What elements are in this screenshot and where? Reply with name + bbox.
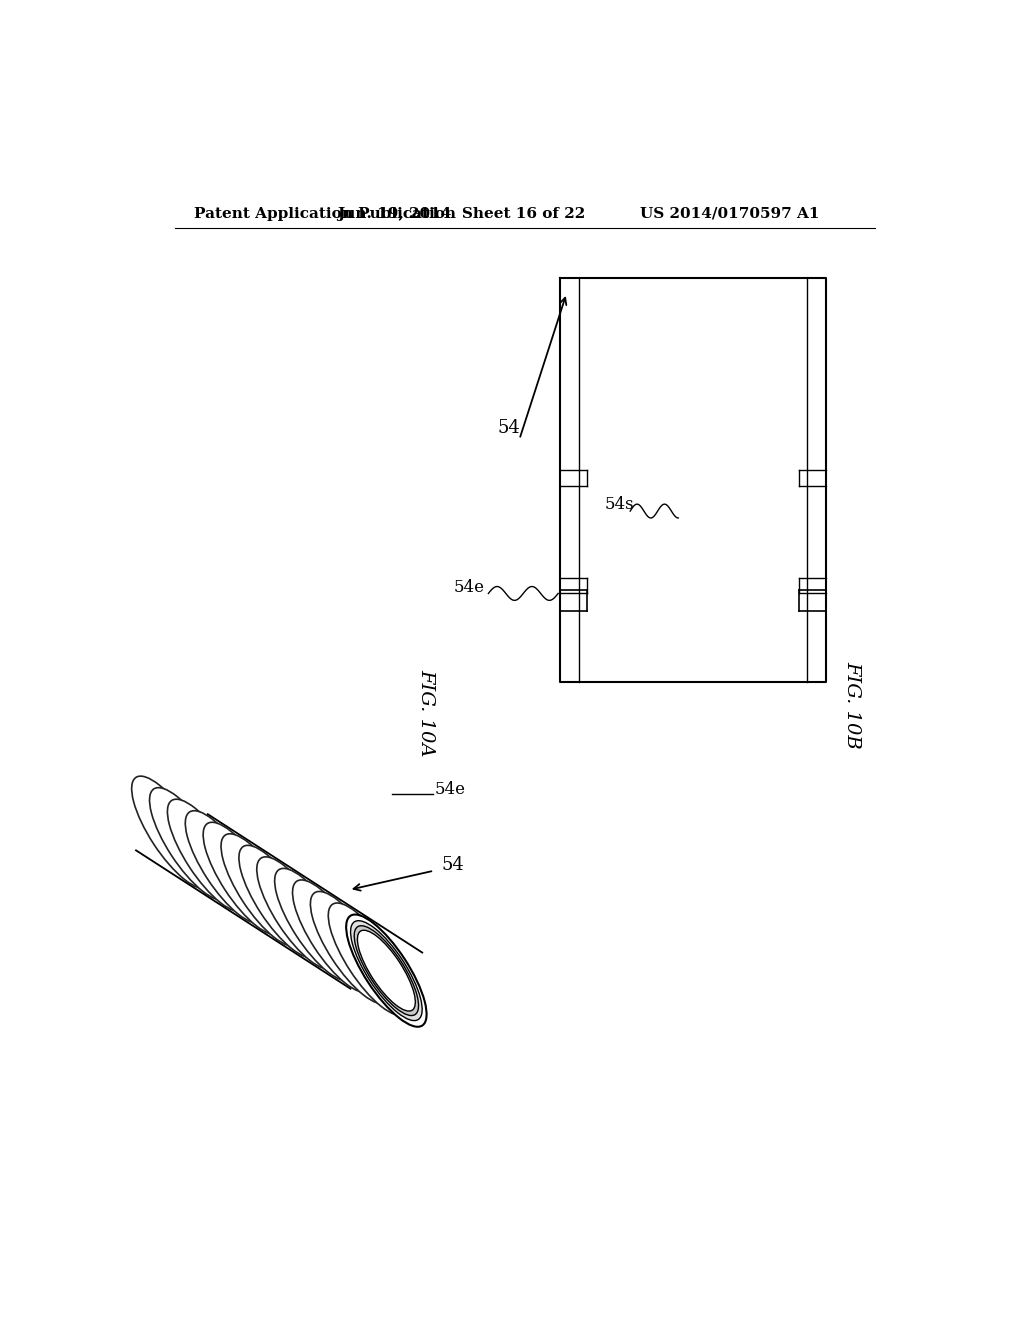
Text: 54s: 54s <box>604 496 634 513</box>
Ellipse shape <box>357 931 416 1011</box>
Text: FIG. 10A: FIG. 10A <box>418 669 435 756</box>
Text: Jun. 19, 2014  Sheet 16 of 22: Jun. 19, 2014 Sheet 16 of 22 <box>337 207 586 220</box>
Text: US 2014/0170597 A1: US 2014/0170597 A1 <box>640 207 819 220</box>
Ellipse shape <box>354 925 419 1015</box>
Ellipse shape <box>203 822 284 935</box>
Text: 54: 54 <box>498 418 520 437</box>
Ellipse shape <box>185 810 266 923</box>
Text: Patent Application Publication: Patent Application Publication <box>194 207 456 220</box>
Bar <box>560 277 579 682</box>
Ellipse shape <box>239 845 319 957</box>
Ellipse shape <box>350 920 422 1020</box>
Text: 54e: 54e <box>434 781 465 799</box>
Ellipse shape <box>293 880 373 993</box>
Bar <box>807 277 825 682</box>
Bar <box>560 277 825 682</box>
Ellipse shape <box>257 857 337 969</box>
Ellipse shape <box>346 915 427 1027</box>
Text: 54e: 54e <box>454 578 484 595</box>
Text: FIG. 10B: FIG. 10B <box>844 661 861 748</box>
Ellipse shape <box>221 834 301 946</box>
Ellipse shape <box>150 788 230 900</box>
Ellipse shape <box>132 776 212 888</box>
Ellipse shape <box>329 903 409 1015</box>
Ellipse shape <box>274 869 355 981</box>
Text: 54: 54 <box>442 857 465 874</box>
Ellipse shape <box>167 799 248 911</box>
Ellipse shape <box>310 891 391 1003</box>
